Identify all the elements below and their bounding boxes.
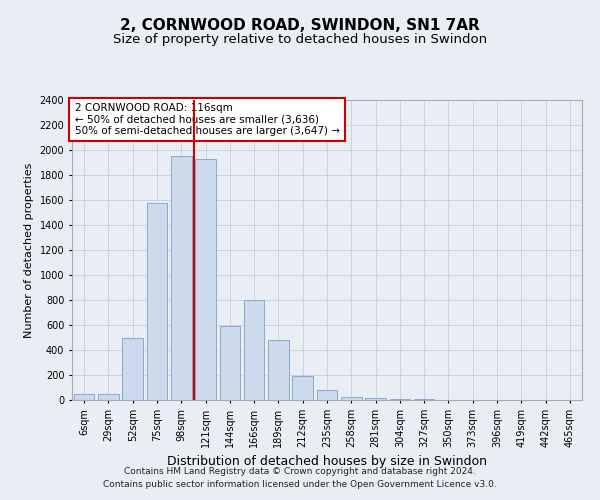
Bar [389, 399, 410, 400]
Text: Size of property relative to detached houses in Swindon: Size of property relative to detached ho… [113, 32, 487, 46]
Bar [195, 159, 216, 400]
Bar [220, 326, 240, 400]
Bar [365, 398, 386, 400]
Bar [341, 397, 362, 400]
Y-axis label: Number of detached properties: Number of detached properties [24, 162, 34, 338]
Text: Contains HM Land Registry data © Crown copyright and database right 2024.: Contains HM Land Registry data © Crown c… [124, 467, 476, 476]
Text: Contains public sector information licensed under the Open Government Licence v3: Contains public sector information licen… [103, 480, 497, 489]
X-axis label: Distribution of detached houses by size in Swindon: Distribution of detached houses by size … [167, 456, 487, 468]
Bar [98, 394, 119, 400]
Bar [74, 394, 94, 400]
Bar [317, 390, 337, 400]
Text: 2 CORNWOOD ROAD: 116sqm
← 50% of detached houses are smaller (3,636)
50% of semi: 2 CORNWOOD ROAD: 116sqm ← 50% of detache… [74, 103, 340, 136]
Text: 2, CORNWOOD ROAD, SWINDON, SN1 7AR: 2, CORNWOOD ROAD, SWINDON, SN1 7AR [120, 18, 480, 32]
Bar [171, 156, 191, 400]
Bar [122, 338, 143, 400]
Bar [244, 300, 265, 400]
Bar [292, 376, 313, 400]
Bar [268, 340, 289, 400]
Bar [146, 202, 167, 400]
